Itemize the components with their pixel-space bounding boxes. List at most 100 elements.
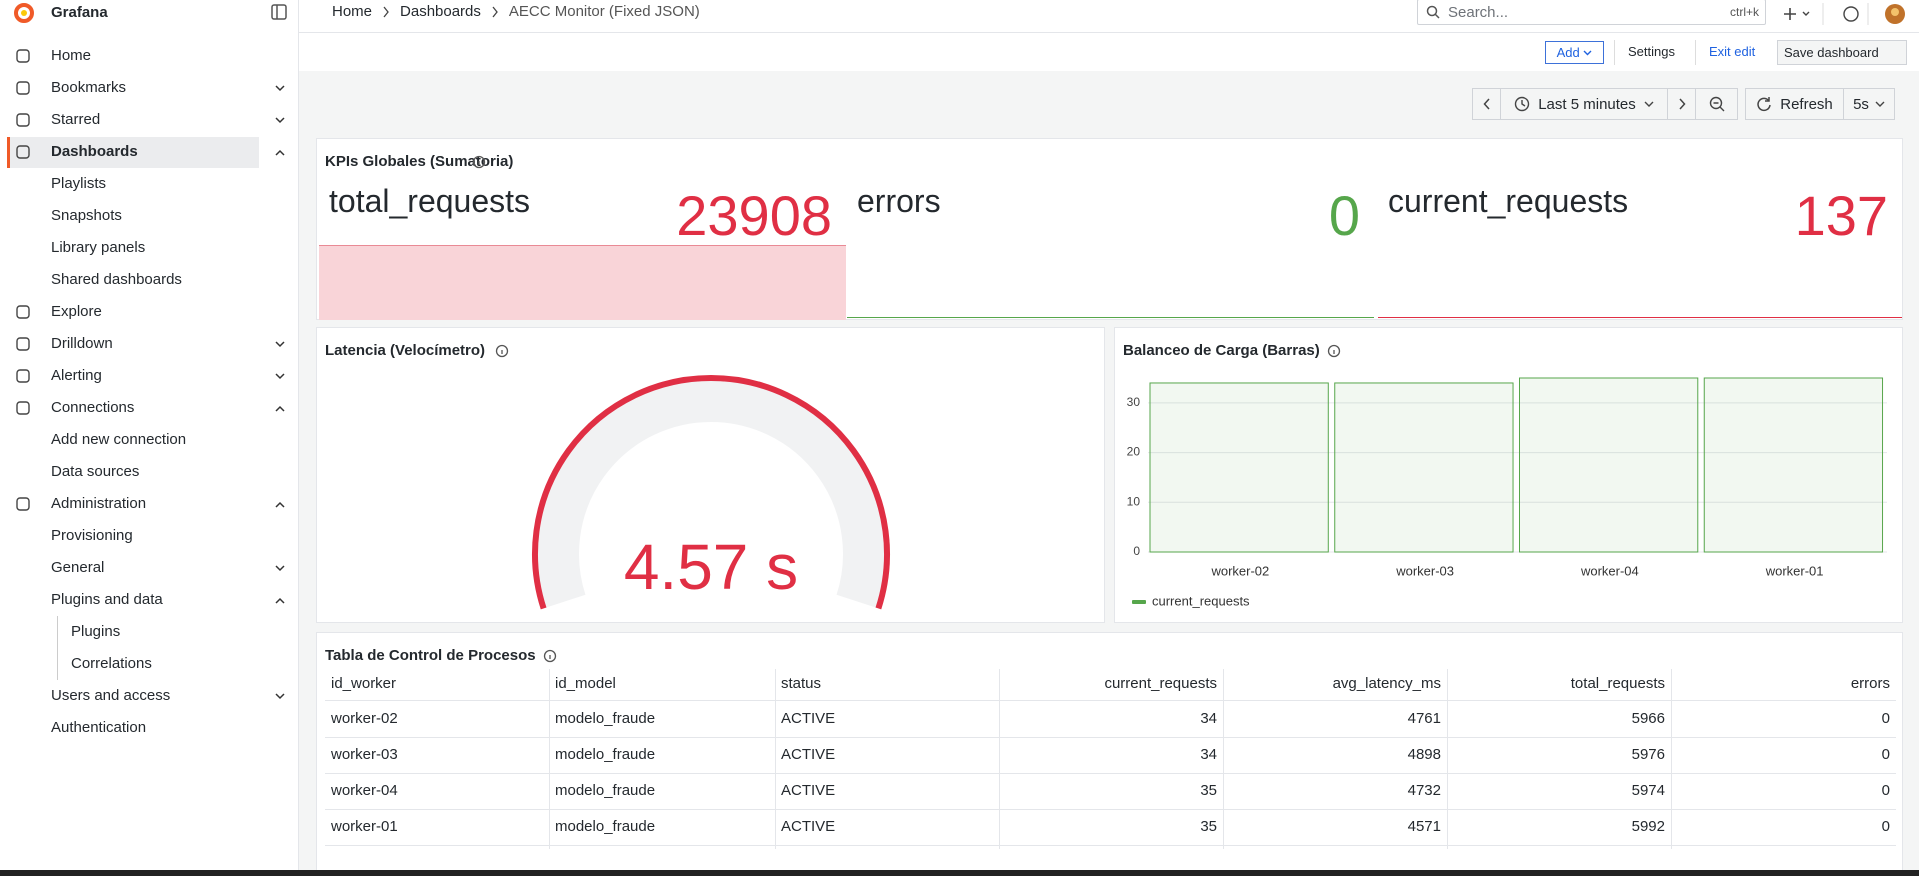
nav-item[interactable]: Plugins and data — [51, 591, 163, 608]
add-button[interactable]: Add — [1545, 41, 1604, 64]
nav-item[interactable]: Playlists — [51, 175, 107, 192]
nav-chevron[interactable] — [275, 565, 285, 572]
legend-label: current_requests — [1152, 593, 1250, 608]
icon-shape — [16, 305, 30, 319]
nav-item[interactable]: Explore — [51, 303, 102, 320]
nav-item[interactable]: Bookmarks — [51, 79, 127, 96]
search-shortcut: ctrl+k — [1729, 5, 1759, 19]
info-icon — [1327, 344, 1341, 358]
nav-chevron[interactable] — [275, 501, 285, 508]
table-cell: 34 — [1200, 746, 1217, 763]
sep — [1614, 40, 1615, 65]
panel-title: Latencia (Velocímetro) — [325, 342, 486, 359]
nav-chevron[interactable] — [275, 341, 285, 348]
nav-icon — [16, 145, 30, 159]
column-header: avg_latency_ms — [1332, 675, 1441, 692]
save-button[interactable]: Save dashboard — [1777, 40, 1907, 65]
nav-item[interactable]: Add new connection — [51, 431, 187, 448]
nav-item[interactable]: Starred — [51, 111, 101, 128]
stat-name: current_requests — [1388, 183, 1629, 219]
nav-item[interactable]: Correlations — [71, 655, 152, 672]
table-cell: ACTIVE — [781, 818, 836, 835]
nav-item[interactable]: Provisioning — [51, 527, 133, 544]
settings-button[interactable]: Settings — [1628, 44, 1675, 59]
nav-chevron[interactable] — [275, 373, 285, 380]
time-back[interactable] — [1472, 88, 1501, 120]
zoom-out[interactable] — [1695, 88, 1738, 120]
gauge: 4.57 s — [532, 375, 890, 610]
stat-name: errors — [857, 183, 941, 219]
bar — [1703, 377, 1884, 553]
nav-item[interactable]: Alerting — [51, 367, 102, 384]
exit-edit-button[interactable]: Exit edit — [1709, 44, 1756, 59]
nav-item[interactable]: Users and access — [51, 687, 171, 704]
sparkline — [1378, 317, 1902, 318]
refresh-button[interactable]: Refresh — [1745, 88, 1844, 120]
chev — [1875, 101, 1885, 107]
time-forward[interactable] — [1667, 88, 1696, 120]
column-header: total_requests — [1570, 675, 1665, 692]
gauge-track — [537, 380, 885, 608]
bar — [1334, 382, 1514, 553]
crumb[interactable]: Dashboards — [400, 3, 481, 20]
nav-item[interactable]: Plugins — [71, 623, 121, 640]
nav-item[interactable]: Home — [51, 47, 92, 64]
info-ring — [543, 649, 557, 663]
column-header: id_model — [555, 675, 616, 692]
nav-icon — [16, 305, 30, 319]
crumb: AECC Monitor (Fixed JSON) — [508, 3, 700, 20]
search-box[interactable]: Search... ctrl+k — [1417, 0, 1766, 25]
chev — [1482, 98, 1490, 110]
table-cell: worker-03 — [331, 746, 398, 763]
nav-item[interactable]: Dashboards — [51, 143, 138, 160]
nav-chevron[interactable] — [275, 149, 285, 156]
x-tick-label: worker-01 — [1765, 563, 1824, 578]
table-cell: modelo_fraude — [555, 818, 656, 835]
table-cell: 0 — [1881, 746, 1890, 763]
info-ring — [495, 344, 509, 358]
gauge-value-arc — [532, 375, 890, 610]
nav-item[interactable]: Snapshots — [51, 207, 122, 224]
column-header: status — [781, 675, 822, 692]
stat-value: 137 — [1794, 184, 1888, 247]
zoom-icon — [1709, 96, 1724, 112]
chev — [275, 405, 285, 412]
search-icon — [1426, 5, 1440, 19]
crumb[interactable]: Home — [332, 3, 373, 20]
taskbar-edge — [0, 870, 1919, 876]
nav-item[interactable]: Drilldown — [51, 335, 113, 352]
chev — [275, 597, 285, 604]
chev — [275, 117, 285, 124]
dock-icon[interactable] — [271, 4, 287, 20]
nav-item[interactable]: Shared dashboards — [51, 271, 182, 288]
nav-item[interactable]: Library panels — [51, 239, 146, 256]
column-header: current_requests — [1104, 675, 1217, 692]
table-cell: 0 — [1881, 818, 1890, 835]
chev — [275, 693, 285, 700]
save-label: Save dashboard — [1784, 45, 1879, 60]
chev — [492, 6, 498, 18]
nav-chevron[interactable] — [275, 85, 285, 92]
legend-swatch — [1132, 600, 1146, 604]
interval-button[interactable]: 5s — [1843, 88, 1895, 120]
nav-item[interactable]: General — [51, 559, 105, 576]
row-divider — [325, 773, 1896, 774]
nav-chevron[interactable] — [275, 405, 285, 412]
nav-chevron[interactable] — [275, 117, 285, 124]
nav-item[interactable]: Authentication — [51, 719, 147, 736]
sparkline-area — [319, 245, 846, 320]
bar-panel: Balanceo de Carga (Barras) 0 10 20 30 worker-… — [1114, 327, 1903, 623]
time-range[interactable]: Last 5 minutes — [1500, 88, 1668, 120]
x-tick-label: worker-03 — [1395, 563, 1454, 578]
nav-item[interactable]: Connections — [51, 399, 135, 416]
column-divider — [775, 669, 776, 849]
nav-item[interactable]: Administration — [51, 495, 147, 512]
nav-item[interactable]: Data sources — [51, 463, 140, 480]
table-cell: 5992 — [1631, 818, 1665, 835]
top-icons[interactable] — [1780, 3, 1915, 25]
table-cell: worker-02 — [331, 710, 398, 727]
column-divider — [1447, 669, 1448, 849]
icon-shape — [16, 145, 30, 159]
nav-chevron[interactable] — [275, 693, 285, 700]
nav-chevron[interactable] — [275, 597, 285, 604]
